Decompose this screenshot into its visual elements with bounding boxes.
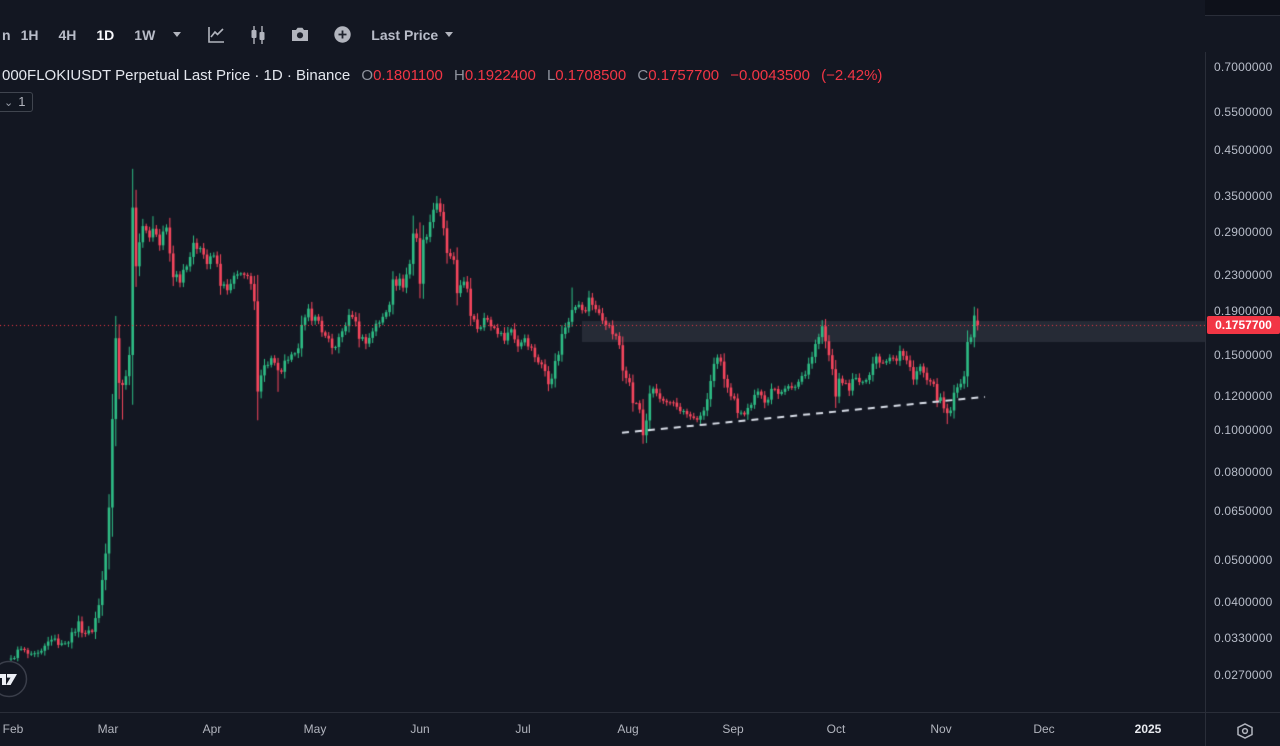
last-price-tag: 0.1757700 [1207,316,1280,335]
time-tick: Dec [1033,722,1055,736]
price-tick: 0.1900000 [1214,303,1273,318]
time-tick: Aug [617,722,639,736]
ohlc-high-label: H [454,67,465,84]
price-tick: 0.1200000 [1214,389,1273,404]
camera-icon[interactable] [283,23,317,47]
time-tick: May [303,722,327,736]
price-tick: 0.7000000 [1214,60,1273,74]
interval-button-cut[interactable]: n [2,26,11,43]
price-source-dropdown[interactable]: Last Price [371,26,454,43]
chart-type-icon[interactable] [199,23,233,47]
price-tick: 0.0400000 [1214,594,1273,609]
indicators-icon[interactable] [241,23,275,47]
interval-button-1h[interactable]: 1H [20,26,39,43]
price-tick: 0.4500000 [1214,142,1273,157]
ohlc-low-value: 0.1708500 [555,67,627,84]
interval-button-1d[interactable]: 1D [96,26,115,43]
time-tick: Jul [515,722,531,736]
object-tree-badge[interactable]: ⌄ 1 [0,92,34,112]
price-tick: 0.0270000 [1214,668,1273,683]
ohlc-open-label: O [361,67,374,84]
interval-button-4h[interactable]: 4H [58,26,77,43]
time-tick: Mar [97,722,119,736]
price-source-label: Last Price [371,26,439,43]
price-tick: 0.0800000 [1214,465,1273,480]
price-tick: 0.3500000 [1214,189,1273,204]
candlestick-chart-canvas[interactable] [0,0,1205,746]
price-tick: 0.0500000 [1214,552,1273,567]
time-tick: Apr [202,722,222,736]
ohlc-low-label: L [546,67,556,84]
interval-button-1w[interactable]: 1W [134,26,156,43]
settings-icon[interactable] [1232,720,1258,742]
change-value: −0.0043500 [730,67,810,84]
price-tick: 0.5500000 [1214,105,1273,120]
plus-circle-icon[interactable] [325,23,359,47]
time-tick: Jun [410,722,430,736]
time-axis[interactable]: Feb Mar Apr May Jun Jul Aug Sep Oct Nov Dec 2025 [0,712,1280,746]
chevron-down-icon [445,32,454,37]
time-tick: 2025 [1134,722,1162,736]
change-percent: (−2.42%) [821,67,883,84]
time-tick: Sep [722,722,744,736]
symbol-title[interactable]: 000FLOKIUSDT Perpetual Last Price · 1D ·… [2,67,351,84]
object-count: 1 [18,94,26,109]
price-tick: 0.1500000 [1214,347,1273,362]
chevron-down-icon[interactable] [173,32,182,37]
price-tick: 0.0650000 [1214,503,1273,518]
chevron-down-icon: ⌄ [4,97,14,109]
ohlc-high-value: 0.1922400 [464,67,536,84]
ohlc-close-value: 0.1757700 [648,67,720,84]
chart-legend: 000FLOKIUSDT Perpetual Last Price · 1D ·… [2,67,882,84]
chart-toolbar: n 1H 4H 1D 1W Last Price [0,16,1280,53]
price-tick: 0.0330000 [1214,630,1273,645]
ohlc-open-value: 0.1801100 [373,67,443,84]
price-tick: 0.1000000 [1214,423,1273,438]
ohlc-close-label: C [637,67,649,84]
price-tick: 0.2300000 [1214,267,1273,282]
price-tick: 0.2900000 [1214,224,1273,239]
time-tick: Nov [930,722,952,736]
tradingview-logo[interactable] [0,660,28,698]
divider [1205,713,1206,746]
time-tick: Oct [826,722,846,736]
price-axis[interactable]: 0.1757700 0.7000000 0.5500000 0.4500000 0.3… [1205,52,1280,712]
time-tick: Feb [2,722,24,736]
